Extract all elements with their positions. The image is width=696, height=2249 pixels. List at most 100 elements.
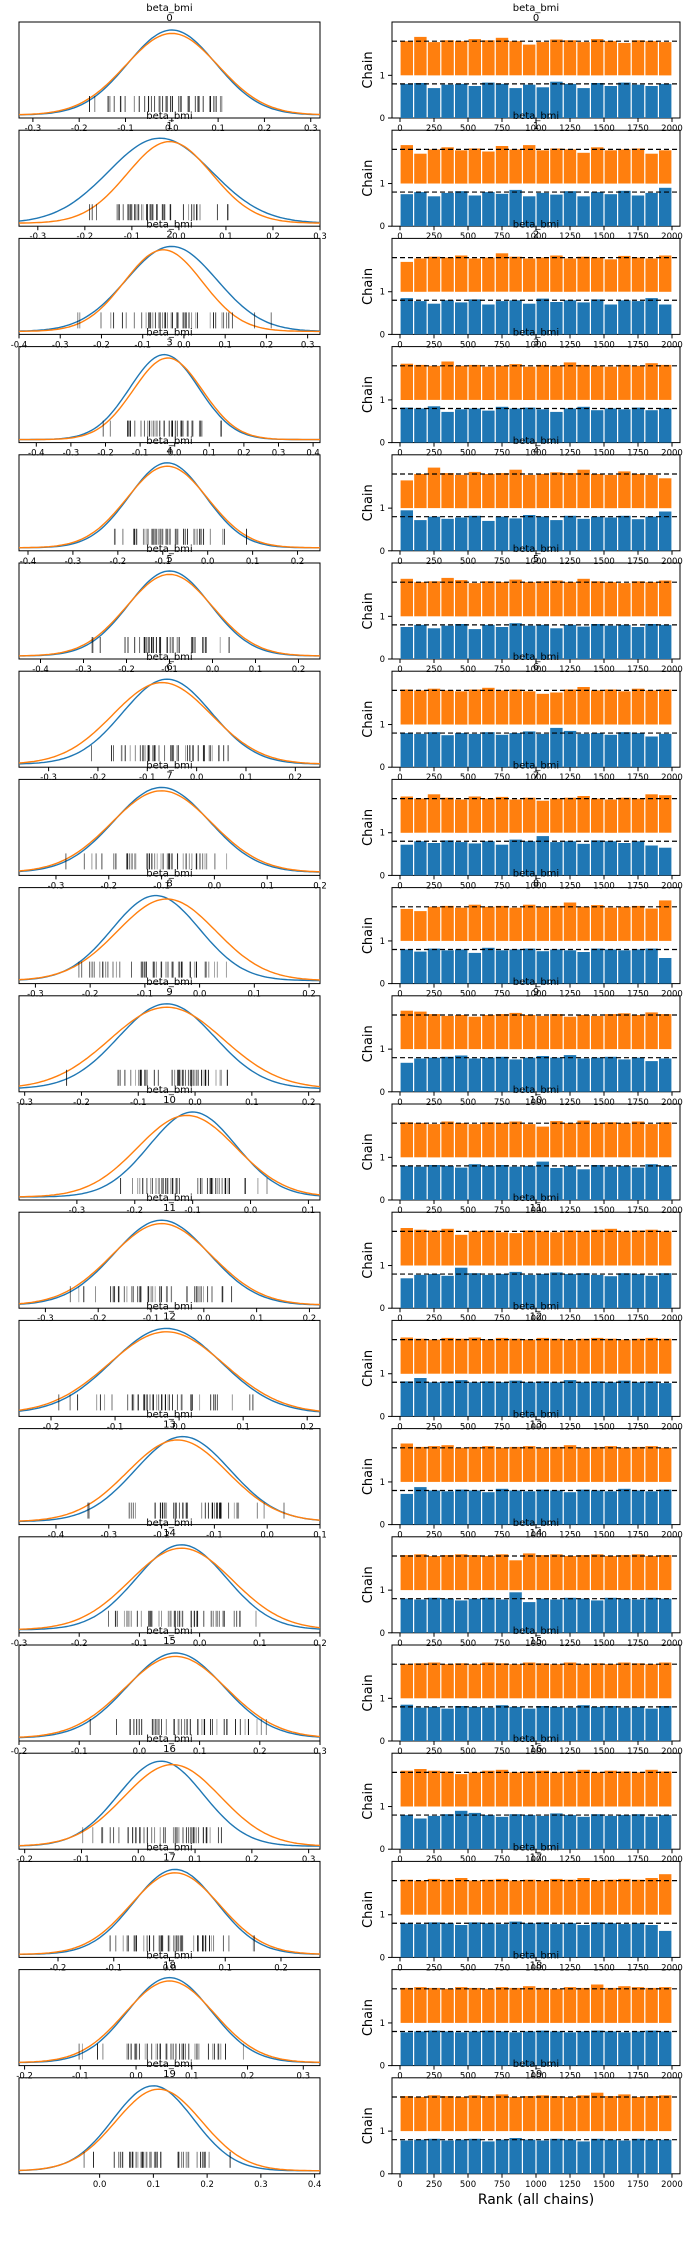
rank-bar-chain0 — [645, 410, 658, 443]
rank-y-tick-label: 1 — [380, 1045, 385, 1055]
rank-bar-chain0 — [591, 733, 604, 768]
rank-bar-chain1 — [550, 1772, 563, 1807]
rank-bar-chain1 — [550, 580, 563, 617]
rank-bar-chain0 — [441, 1491, 454, 1525]
rank-x-tick-label: 0 — [397, 1314, 402, 1324]
rank-bar-chain1 — [441, 361, 454, 400]
rank-x-tick-label: 1250 — [559, 2072, 581, 2082]
rank-x-tick-label: 0 — [397, 449, 402, 459]
rank-x-tick-label: 500 — [460, 2180, 476, 2190]
rank-x-tick-label: 1000 — [525, 124, 547, 134]
rank-bar-chain0 — [441, 1381, 454, 1417]
rank-bar-chain0 — [631, 407, 645, 443]
rank-bar-chain0 — [441, 1275, 454, 1309]
rank-title-variable: beta_bmi — [513, 111, 559, 122]
rank-bar-chain0 — [618, 624, 631, 659]
rank-y-tick-label: 1 — [380, 396, 385, 406]
rank-bar-chain0 — [455, 191, 468, 227]
rank-bar-chain0 — [414, 1166, 427, 1200]
rank-x-tick-label: 1000 — [525, 449, 547, 459]
x-tick-label: 0.2 — [313, 881, 327, 891]
rank-bar-chain0 — [618, 82, 631, 118]
rank-bar-chain1 — [523, 1230, 536, 1266]
density-line-chain1 — [18, 898, 321, 981]
rank-bar-chain0 — [509, 300, 522, 335]
rank-bar-chain0 — [577, 2031, 590, 2066]
rank-bar-chain1 — [441, 577, 454, 617]
density-line-chain1 — [18, 681, 321, 765]
rank-title-index: 5 — [533, 554, 539, 565]
rank-y-tick-label: 1 — [380, 1370, 385, 1380]
x-tick-label: -0.2 — [153, 1531, 170, 1541]
rank-bar-chain0 — [577, 1598, 590, 1633]
rank-bar-chain0 — [591, 2138, 604, 2174]
rank-bar-chain0 — [645, 192, 658, 227]
rank-x-tick-label: 1000 — [525, 1855, 547, 1865]
density-title-variable: beta_bmi — [146, 1193, 192, 1204]
rank-bar-chain0 — [659, 1930, 672, 1958]
rank-bar-chain1 — [495, 146, 509, 184]
rank-bar-chain1 — [604, 1228, 617, 1266]
rank-bar-chain0 — [550, 628, 563, 659]
x-tick-label: -0.2 — [71, 1639, 88, 1649]
density-axes-frame — [18, 1536, 321, 1634]
rank-x-tick-label: 1000 — [525, 773, 547, 783]
rank-bar-chain0 — [645, 1491, 658, 1525]
rank-bar-chain1 — [482, 1556, 495, 1591]
rank-bar-chain0 — [618, 843, 631, 876]
rank-bar-chain0 — [659, 304, 672, 335]
rank-x-tick-label: 1000 — [525, 2180, 547, 2190]
density-line-chain0 — [18, 1760, 320, 1847]
rank-bar-chain1 — [550, 1121, 563, 1158]
rank-x-tick-label: 250 — [426, 232, 442, 242]
rank-bar-chain0 — [427, 516, 441, 551]
rank-bar-chain1 — [455, 1123, 468, 1158]
rank-bar-chain1 — [523, 1015, 536, 1050]
rank-bar-chain0 — [536, 1598, 549, 1633]
rank-bar-chain1 — [468, 1772, 481, 1807]
rank-x-tick-label: 1250 — [559, 2180, 581, 2190]
density-axes-frame — [18, 887, 321, 985]
rank-bar-chain0 — [495, 844, 509, 876]
rank-bar-chain0 — [523, 303, 536, 335]
rank-y-tick-label: 0 — [380, 330, 385, 340]
rank-bar-chain0 — [509, 2138, 522, 2174]
rank-x-tick-label: 500 — [460, 1098, 476, 1108]
rank-bar-chain0 — [400, 510, 413, 551]
rank-bar-chain1 — [618, 471, 631, 509]
rank-bar-chain0 — [550, 1272, 563, 1309]
rank-bar-chain0 — [414, 1378, 427, 1417]
rank-bar-chain1 — [441, 473, 454, 509]
density-axes-frame — [18, 1752, 321, 1850]
rank-bar-chain0 — [482, 732, 495, 768]
rank-bar-chain1 — [591, 1123, 604, 1158]
rank-x-tick-label: 0 — [397, 232, 402, 242]
rank-bar-chain1 — [563, 1771, 577, 1807]
rank-title-index: 7 — [533, 770, 539, 781]
rank-y-axis-label: Chain — [361, 1242, 376, 1279]
rank-title-variable: beta_bmi — [513, 1518, 559, 1529]
rank-bar-chain1 — [495, 1663, 509, 1699]
rank-x-tick-label: 0 — [397, 773, 402, 783]
rank-bar-chain0 — [455, 1600, 468, 1633]
rank-bar-chain0 — [591, 516, 604, 551]
rank-y-tick-label: 1 — [380, 180, 385, 190]
rank-bar-chain1 — [427, 1339, 441, 1374]
rank-bar-chain0 — [563, 408, 577, 443]
rank-bar-chain0 — [604, 1056, 617, 1092]
rank-x-tick-label: 0 — [397, 1422, 402, 1432]
density-axes-frame — [18, 129, 321, 227]
rank-bar-chain0 — [482, 304, 495, 335]
rank-y-tick-label: 1 — [380, 1694, 385, 1704]
rank-title-variable: beta_bmi — [513, 1193, 559, 1204]
rank-bar-chain1 — [659, 2095, 672, 2132]
density-line-chain1 — [19, 573, 320, 657]
x-tick-label: -0.2 — [100, 881, 117, 891]
rank-bar-chain0 — [563, 730, 577, 768]
rank-bar-chain1 — [577, 1878, 590, 1915]
rank-x-tick-label: 500 — [460, 124, 476, 134]
rank-plot-2: 0 250 500 750 1000 1250 1500 1750 2000 0 1 Chain bet… — [361, 219, 683, 350]
rank-bar-chain1 — [536, 1337, 549, 1374]
